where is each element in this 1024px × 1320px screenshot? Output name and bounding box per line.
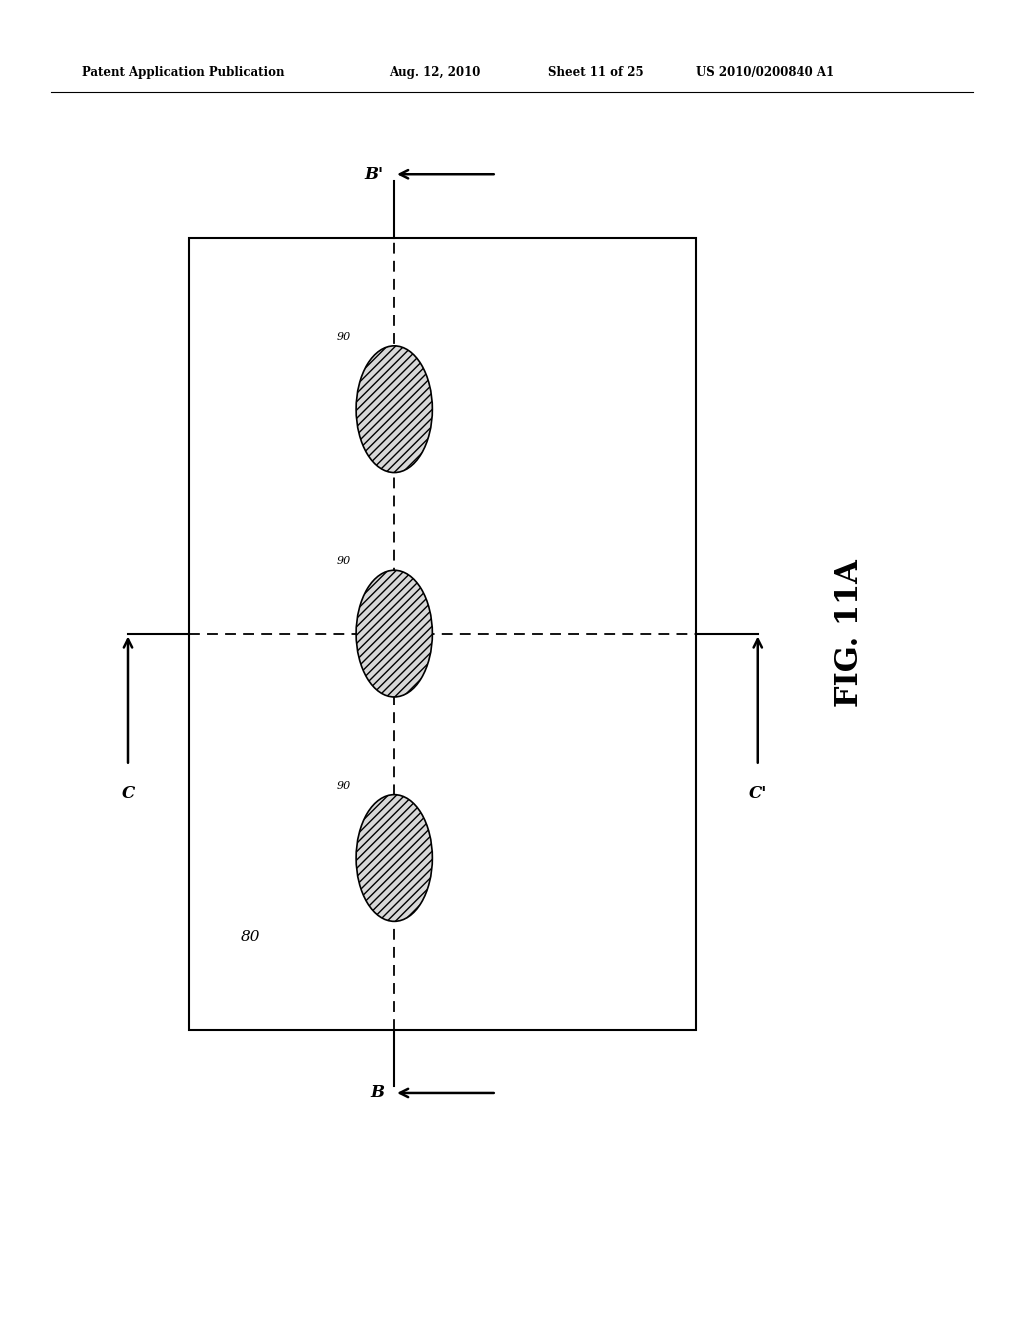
Text: C: C: [122, 785, 134, 803]
Ellipse shape: [356, 795, 432, 921]
Text: 80: 80: [241, 931, 260, 944]
Text: C': C': [749, 785, 767, 803]
Text: Patent Application Publication: Patent Application Publication: [82, 66, 285, 79]
Ellipse shape: [356, 570, 432, 697]
Text: 90: 90: [337, 331, 351, 342]
Bar: [189, 238, 696, 1030]
Ellipse shape: [356, 346, 432, 473]
Text: Aug. 12, 2010: Aug. 12, 2010: [389, 66, 480, 79]
Text: B: B: [370, 1085, 384, 1101]
Text: B': B': [365, 166, 384, 182]
Text: FIG. 11A: FIG. 11A: [835, 560, 865, 708]
Text: 90: 90: [337, 780, 351, 791]
Text: Sheet 11 of 25: Sheet 11 of 25: [548, 66, 643, 79]
Text: US 2010/0200840 A1: US 2010/0200840 A1: [696, 66, 835, 79]
Text: 90: 90: [337, 556, 351, 566]
